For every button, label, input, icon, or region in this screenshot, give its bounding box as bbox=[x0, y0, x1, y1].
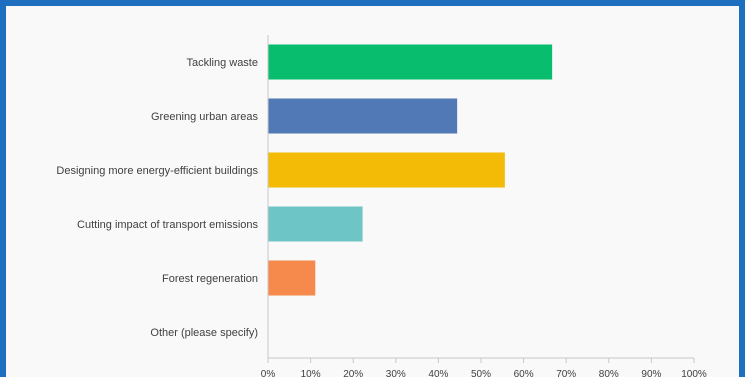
x-tick-label: 100% bbox=[681, 369, 707, 377]
x-tick-label: 40% bbox=[428, 369, 448, 377]
category-labels: Tackling waste Greening urban areas Design… bbox=[56, 57, 258, 339]
category-label: Forest regeneration bbox=[162, 273, 258, 285]
x-axis-ticks: 0% 10% 20% 30% 40% 50% 60% 70% 80% 90% 100% bbox=[261, 358, 707, 377]
category-label: Greening urban areas bbox=[151, 111, 259, 123]
bar-forest-regeneration bbox=[268, 260, 316, 296]
category-label: Other (please specify) bbox=[150, 327, 258, 339]
x-tick-label: 50% bbox=[471, 369, 491, 377]
x-tick-label: 30% bbox=[386, 369, 406, 377]
chart-panel: Tackling waste Greening urban areas Design… bbox=[6, 6, 739, 377]
x-tick-label: 10% bbox=[301, 369, 321, 377]
x-tick-label: 0% bbox=[261, 369, 276, 377]
bar-designing-more-energy-efficient-buildings bbox=[268, 152, 505, 188]
category-label: Cutting impact of transport emissions bbox=[77, 219, 258, 231]
x-tick-label: 90% bbox=[641, 369, 661, 377]
category-label: Tackling waste bbox=[186, 57, 258, 69]
category-label: Designing more energy-efficient building… bbox=[56, 165, 258, 177]
x-tick-label: 70% bbox=[556, 369, 576, 377]
bar-tackling-waste bbox=[268, 44, 553, 80]
x-tick-label: 80% bbox=[599, 369, 619, 377]
bar-greening-urban-areas bbox=[268, 98, 458, 134]
bars-group bbox=[268, 44, 553, 296]
bar-chart: Tackling waste Greening urban areas Design… bbox=[56, 35, 707, 377]
x-tick-label: 60% bbox=[514, 369, 534, 377]
x-tick-label: 20% bbox=[343, 369, 363, 377]
bar-cutting-impact-of-transport-emissions bbox=[268, 206, 363, 242]
